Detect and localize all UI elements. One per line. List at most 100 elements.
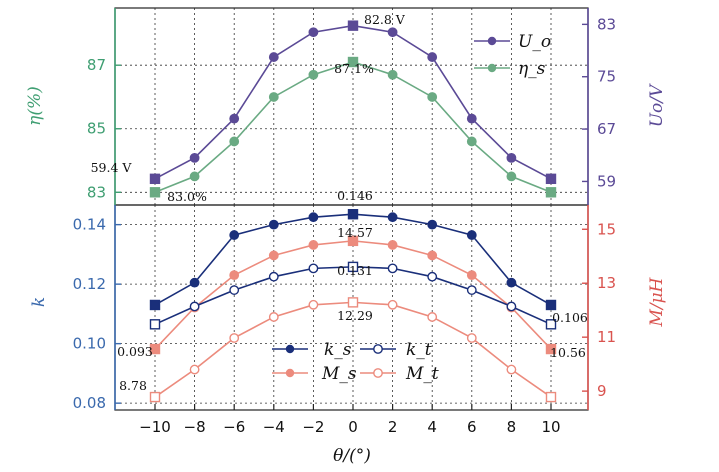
ms-series-line: [154, 240, 552, 350]
ks-series-point: [427, 219, 438, 230]
legend-eta-marker: [487, 63, 497, 73]
ks-series-point: [347, 209, 359, 220]
ks-series-point: [545, 299, 557, 311]
annotation-kt-min: 0.093: [117, 344, 153, 359]
kt-series-point: [149, 319, 161, 330]
mt-series-point: [387, 299, 398, 310]
m-tick-label: 13: [597, 274, 616, 292]
eta-series-point: [229, 136, 240, 147]
legend-kt-label: k_t: [406, 340, 432, 360]
annotation-kt-peak: 0.131: [337, 263, 373, 278]
uo-axis-label: Uo/V: [647, 83, 667, 127]
eta-series-point: [189, 171, 200, 182]
eta-series-point: [506, 171, 517, 182]
eta-series-point: [466, 136, 477, 147]
x-tick-label: 4: [427, 418, 437, 436]
ms-series-point: [268, 250, 279, 261]
ms-series-point: [466, 270, 477, 281]
kt-series-point: [545, 319, 557, 330]
legend-ks-marker: [285, 344, 295, 354]
annotation-mt-min: 8.78: [119, 378, 147, 393]
eta-series-point: [347, 56, 359, 68]
ks-series-point: [189, 277, 200, 288]
annotation-ks-min: 0.106: [552, 310, 588, 325]
kt-series-point: [347, 261, 359, 273]
eta-tick-label: 83: [87, 183, 106, 201]
mt-series-point: [308, 299, 319, 310]
annotation-eta-peak: 87.1%: [334, 61, 374, 76]
x-tick-label: −2: [302, 418, 324, 436]
mt-series-point: [189, 364, 200, 375]
ks-series-point: [506, 277, 517, 288]
uo-series-point: [427, 52, 438, 62]
legend-ks-label: k_s: [324, 340, 352, 360]
eta-tick-label: 85: [87, 120, 106, 138]
mt-series-point: [268, 312, 279, 322]
x-tick-label: −4: [263, 418, 285, 436]
legend-mt-marker: [373, 368, 383, 378]
uo-series-point: [387, 27, 398, 38]
x-tick-label: 0: [348, 418, 358, 436]
annotation-uo-peak: 82.8 V: [364, 12, 406, 27]
x-tick-label: −6: [223, 418, 245, 436]
x-tick-label: −8: [184, 418, 206, 436]
eta-series-point: [427, 92, 438, 102]
uo-series-point: [506, 152, 517, 163]
mt-series-point: [347, 297, 359, 308]
legend-kt-marker: [373, 344, 383, 354]
uo-series-point: [308, 27, 319, 38]
uo-series-point: [229, 113, 240, 124]
x-axis-label: θ/(°): [333, 446, 371, 466]
k-tick-label: 0.10: [73, 335, 106, 353]
eta-axis-label: η(%): [25, 86, 45, 126]
m-tick-label: 11: [597, 328, 616, 346]
eta-series-point: [308, 69, 319, 80]
k-axis-label: k: [29, 297, 49, 307]
uo-series-point: [149, 173, 161, 185]
eta-series-point: [149, 187, 161, 198]
uo-tick-label: 67: [597, 120, 616, 138]
annotation-ms-peak: 14.57: [337, 225, 373, 240]
kt-series-point: [466, 285, 477, 295]
kt-series-point: [506, 301, 517, 312]
data-series: [149, 20, 557, 403]
eta-series-line: [154, 61, 552, 194]
annotation-ms-min: 10.56: [550, 345, 586, 360]
kt-series-point: [427, 271, 438, 282]
mt-series-point: [149, 391, 161, 403]
k-tick-label: 0.08: [73, 394, 106, 412]
x-tick-label: 2: [388, 418, 398, 436]
ks-series-point: [149, 299, 161, 311]
x-tick-label: 10: [541, 418, 560, 436]
uo-tick-label: 83: [597, 15, 616, 33]
ks-series-point: [387, 212, 398, 223]
mt-series-point: [545, 391, 557, 403]
annotation-mt-peak: 12.29: [337, 308, 373, 323]
legend-uo-marker: [487, 36, 497, 46]
legend-ms-marker: [285, 368, 295, 378]
top-legend: U_o η_s: [474, 32, 551, 79]
m-tick-label: 15: [597, 220, 616, 238]
kt-series-point: [189, 301, 200, 312]
annotation-ks-peak: 0.146: [337, 188, 373, 203]
annotation-eta-min: 83.0%: [167, 189, 207, 204]
kt-series-point: [229, 285, 240, 295]
eta-series-point: [268, 92, 279, 102]
uo-series-point: [466, 113, 477, 124]
ks-series-point: [466, 230, 477, 240]
m-tick-label: 9: [597, 382, 607, 400]
ks-series-point: [268, 219, 279, 230]
ms-series-point: [149, 343, 161, 355]
mt-series-point: [466, 333, 477, 343]
ms-series-point: [427, 250, 438, 261]
ms-series-point: [229, 270, 240, 281]
legend-eta-label: η_s: [518, 59, 546, 79]
kt-series-point: [308, 263, 319, 274]
uo-tick-label: 59: [597, 172, 616, 190]
x-tick-label: −10: [139, 418, 171, 436]
legend-mt-label: M_t: [405, 364, 439, 384]
legend-uo-label: U_o: [518, 32, 551, 52]
uo-series-point: [268, 52, 279, 62]
x-tick-label: 8: [507, 418, 517, 436]
